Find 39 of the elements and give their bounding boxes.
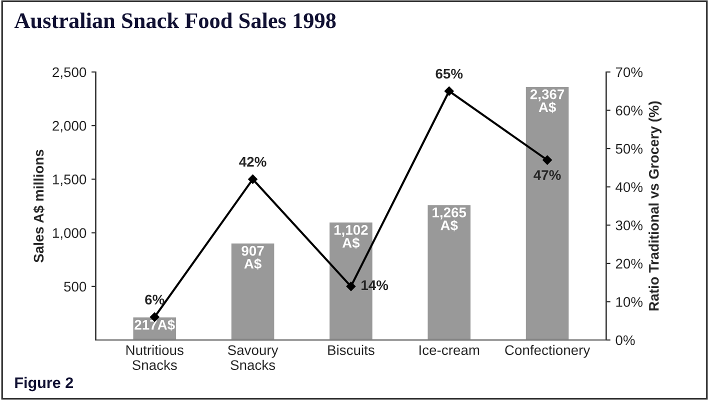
bar — [230, 242, 276, 340]
y-tick-label: 1,500 — [52, 174, 86, 186]
y2-tick-label: 40% — [616, 182, 643, 192]
y2-tick-label: 70% — [616, 67, 643, 78]
y2-tick-label: 20% — [616, 258, 643, 269]
x-tick-label: Ice-cream — [420, 345, 480, 356]
bar — [426, 204, 472, 340]
point — [248, 174, 258, 184]
point — [542, 155, 552, 165]
y-tick-label: 500 — [64, 282, 86, 292]
point — [346, 282, 356, 292]
y2-tick-label: 10% — [616, 297, 643, 307]
chart-title: Australian Snack Food Sales 1998 — [14, 12, 336, 28]
y2-tick-label: 60% — [616, 106, 643, 116]
data-label: 65% — [436, 68, 463, 79]
data-label: 6% — [145, 294, 164, 305]
y2-tick-label: 50% — [616, 144, 643, 154]
caption: Figure 2 — [15, 376, 73, 392]
x-tick-label: Nutritious Snacks — [126, 344, 184, 370]
data-label: 14% — [362, 280, 388, 290]
data-label: 47% — [534, 170, 561, 180]
x-tick-label: Confectionery — [505, 344, 590, 358]
data-label: 217A$ — [134, 319, 175, 331]
data-label: 42% — [239, 156, 266, 167]
y2-tick-label: 0% — [616, 335, 635, 346]
y-tick-label: 2,000 — [52, 120, 86, 132]
y2-axis-title: Ratio Traditional vs Grocery (%) — [648, 101, 662, 310]
data-label: 1,265 A$ — [432, 208, 466, 232]
bar — [524, 86, 570, 340]
data-label: 2,367 A$ — [530, 89, 564, 114]
y-tick-label: 2,500 — [52, 67, 86, 79]
x-tick-label: Biscuits — [328, 344, 374, 356]
data-label: 1,102 A$ — [334, 225, 368, 249]
point — [444, 86, 454, 96]
y-tick-label: 1,000 — [52, 228, 86, 240]
y2-tick-label: 30% — [616, 220, 643, 230]
x-tick-label: Savoury Snacks — [228, 345, 278, 370]
y-axis-title: Sales A$ millions — [33, 150, 45, 262]
data-label: 907 A$ — [242, 246, 264, 270]
